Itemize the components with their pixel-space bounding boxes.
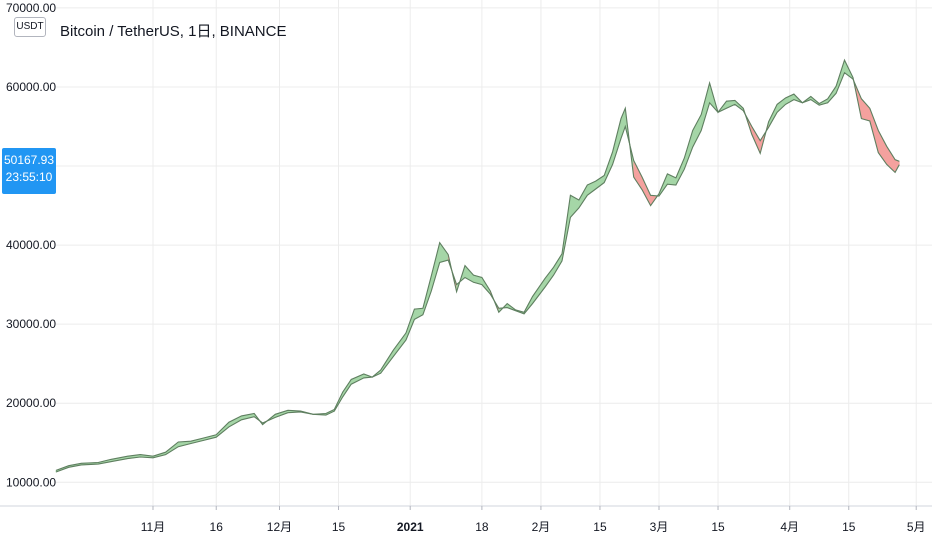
currency-badge[interactable]: USDT <box>14 17 46 37</box>
x-tick-label[interactable]: 2021 <box>397 520 424 534</box>
grid-lines <box>56 0 932 506</box>
y-tick-label: 10000.00 <box>6 475 56 489</box>
cloud-segment <box>532 277 546 305</box>
y-tick-label: 20000.00 <box>6 396 56 410</box>
cloud-segment <box>692 114 702 148</box>
bar-countdown: 23:55:10 <box>5 170 53 184</box>
cloud-fills <box>55 59 900 473</box>
x-tick-label[interactable]: 4月 <box>780 520 799 534</box>
symbol-title[interactable]: Bitcoin / TetherUS, 1日, BINANCE <box>60 23 287 40</box>
x-tick-label[interactable]: 12月 <box>267 520 292 534</box>
x-tick-label[interactable]: 18 <box>475 520 489 534</box>
y-axis-ticks: 10000.0020000.0030000.0040000.0050000.00… <box>6 1 56 489</box>
y-tick-label: 40000.00 <box>6 238 56 252</box>
y-tick-label: 60000.00 <box>6 80 56 94</box>
x-tick-label[interactable]: 15 <box>332 520 346 534</box>
x-tick-label[interactable]: 15 <box>711 520 725 534</box>
x-axis-ticks[interactable]: 11月 16 12月 15 2021 18 2月 15 3月 15 4月 15 5月 <box>141 506 926 534</box>
cloud-segment <box>570 194 580 219</box>
x-tick-label[interactable]: 3月 <box>650 520 669 534</box>
x-tick-label[interactable]: 15 <box>842 520 856 534</box>
y-tick-label: 70000.00 <box>6 1 56 15</box>
last-price-label: 50167.93 23:55:10 <box>2 148 56 194</box>
cloud-segment <box>392 331 407 358</box>
series-lines <box>55 58 900 473</box>
x-tick-label[interactable]: 15 <box>593 520 607 534</box>
slow-line <box>55 71 900 473</box>
fast-line <box>55 58 900 471</box>
x-tick-label[interactable]: 16 <box>210 520 224 534</box>
y-tick-label: 30000.00 <box>6 317 56 331</box>
x-tick-label[interactable]: 11月 <box>141 520 165 534</box>
x-tick-label[interactable]: 5月 <box>907 520 926 534</box>
cloud-segment <box>861 98 871 122</box>
cloud-segment <box>414 307 424 320</box>
last-price-value: 50167.93 <box>3 153 55 167</box>
x-tick-label[interactable]: 2月 <box>532 520 551 534</box>
